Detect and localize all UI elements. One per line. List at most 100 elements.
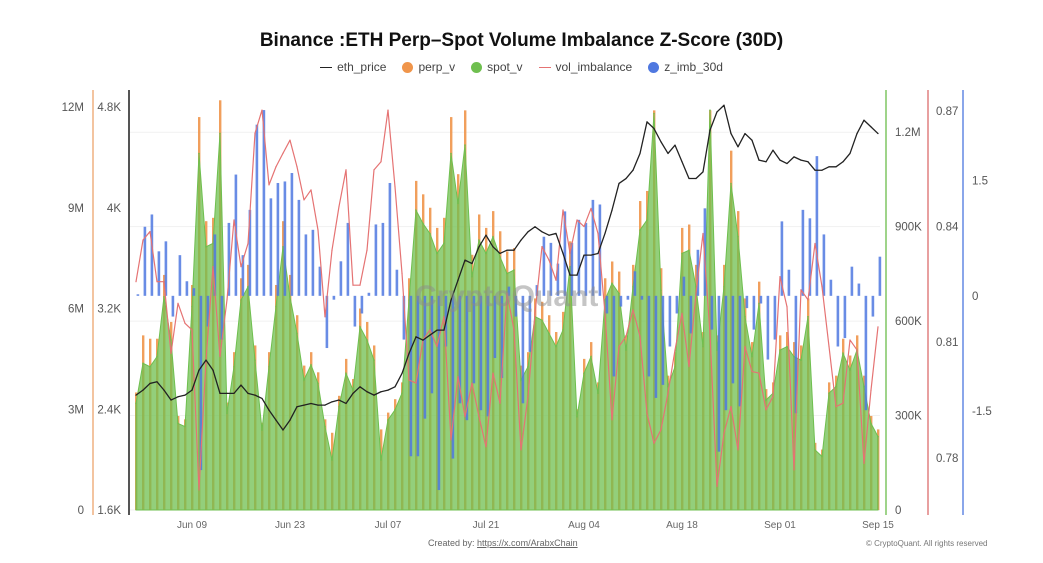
eth-price-point: [387, 389, 389, 391]
vol-imbalance-point: [317, 229, 319, 231]
spot-v-point: [821, 455, 823, 458]
eth-price-point: [429, 334, 431, 336]
legend-item-perp-v[interactable]: perp_v: [402, 60, 455, 74]
eth-price-point: [275, 419, 277, 421]
x-tick-label: Sep 01: [764, 520, 796, 531]
spot-v-point: [240, 299, 242, 301]
axis-tick-label-perp-v: 3M: [68, 404, 84, 416]
vol-imbalance-point: [709, 332, 711, 334]
z-imb-bar: [682, 276, 686, 296]
eth-price-point: [317, 404, 319, 406]
eth-price-point: [513, 249, 515, 251]
vol-imbalance-point: [681, 312, 683, 314]
vol-imbalance-point: [303, 199, 305, 201]
eth-price-point: [583, 254, 585, 256]
spot-v-point: [233, 365, 235, 368]
eth-price-point: [758, 159, 760, 161]
z-imb-bar: [822, 234, 826, 296]
eth-price-point: [135, 394, 137, 396]
z-imb-bar: [290, 173, 294, 296]
spot-v-point: [359, 325, 361, 328]
spot-v-point: [163, 296, 165, 298]
legend-label: perp_v: [418, 60, 456, 74]
spot-v-point: [443, 242, 445, 245]
z-imb-bar: [563, 211, 567, 296]
spot-v-point: [541, 319, 543, 321]
spot-v-point: [492, 235, 494, 238]
eth-price-point: [590, 254, 592, 256]
legend-item-vol-imbalance[interactable]: vol_imbalance: [538, 60, 633, 74]
vol-imbalance-point: [562, 209, 564, 211]
eth-price-point: [254, 394, 256, 396]
vol-imbalance-point: [254, 132, 256, 134]
z-imb-bar: [465, 295, 469, 421]
spot-v-point: [674, 365, 676, 368]
z-imb-bar: [283, 181, 287, 296]
eth-price-point: [212, 369, 214, 371]
eth-price-point: [296, 406, 298, 408]
spot-v-point: [548, 332, 550, 335]
vol-imbalance-point: [401, 272, 403, 274]
legend-item-z-imb-30d[interactable]: z_imb_30d: [648, 60, 723, 74]
vol-imbalance-point: [464, 416, 466, 418]
z-imb-bar: [332, 295, 336, 300]
z-imb-bar: [619, 295, 623, 307]
axis-tick-label-perp-v: 6M: [68, 304, 84, 316]
axis-tick-label-vol-imbalance: 0.81: [936, 337, 958, 349]
axis-tick-label-z-imb-30d: 1.5: [972, 176, 988, 188]
spot-v-point: [422, 222, 424, 225]
spot-v-point: [527, 365, 529, 368]
vol-imbalance-point: [597, 232, 599, 235]
z-imb-bar: [136, 294, 140, 296]
spot-v-point: [737, 235, 739, 238]
vol-imbalance-point: [198, 489, 200, 491]
spot-v-point: [625, 349, 627, 351]
legend-label: spot_v: [487, 60, 523, 74]
creator-link[interactable]: https://x.com/ArabxChain: [477, 538, 578, 548]
copyright-text: © CryptoQuant. All rights reserved: [866, 539, 988, 548]
eth-price-point: [492, 246, 494, 248]
spot-v-point: [835, 385, 837, 388]
vol-imbalance-point: [653, 442, 655, 444]
vol-imbalance-point: [310, 189, 312, 191]
spot-v-point: [184, 425, 186, 428]
legend-item-eth-price[interactable]: eth_price: [320, 60, 386, 74]
z-imb-bar: [367, 292, 371, 296]
z-imb-bar: [787, 269, 791, 296]
eth-price-point: [863, 119, 865, 121]
z-imb-bar: [836, 295, 840, 347]
eth-price-point: [345, 402, 347, 405]
eth-price-point: [548, 234, 550, 236]
eth-price-point: [331, 401, 333, 403]
vol-imbalance-point: [394, 186, 396, 188]
z-imb-bar: [661, 295, 665, 385]
eth-price-point: [646, 121, 648, 123]
eth-price-point: [541, 231, 543, 233]
eth-price-point: [835, 166, 837, 168]
z-imb-bar: [192, 288, 196, 296]
z-imb-bar: [220, 295, 224, 340]
spot-v-point: [709, 109, 711, 111]
z-imb-bar: [297, 199, 301, 296]
vol-imbalance-point: [142, 239, 144, 241]
legend-item-spot-v[interactable]: spot_v: [471, 60, 523, 74]
eth-price-point: [394, 386, 396, 388]
spot-v-point: [618, 292, 620, 295]
spot-v-point: [408, 299, 410, 301]
vol-imbalance-point: [366, 249, 368, 251]
spot-v-point: [786, 345, 788, 348]
legend-line-marker: [320, 66, 333, 68]
z-imb-bar: [850, 266, 854, 296]
vol-imbalance-point: [534, 312, 536, 314]
eth-price-point: [597, 252, 599, 255]
z-imb-bar: [311, 229, 315, 296]
z-imb-bar: [346, 222, 350, 296]
legend-label: vol_imbalance: [555, 60, 633, 74]
z-imb-bar: [304, 234, 308, 296]
x-tick-label: Jul 21: [473, 520, 500, 531]
axis-tick-label-vol-imbalance: 0.87: [936, 106, 958, 118]
spot-v-point: [436, 252, 438, 255]
eth-price-point: [177, 396, 179, 398]
vol-imbalance-point: [723, 432, 725, 434]
z-imb-bar: [710, 295, 714, 330]
